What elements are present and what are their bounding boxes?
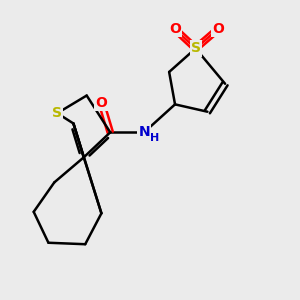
Text: O: O [212, 22, 224, 36]
Text: O: O [169, 22, 181, 36]
Text: N: N [138, 125, 150, 139]
Text: S: S [52, 106, 62, 120]
Text: H: H [150, 133, 159, 142]
Text: S: S [190, 41, 201, 56]
Text: O: O [95, 96, 107, 110]
